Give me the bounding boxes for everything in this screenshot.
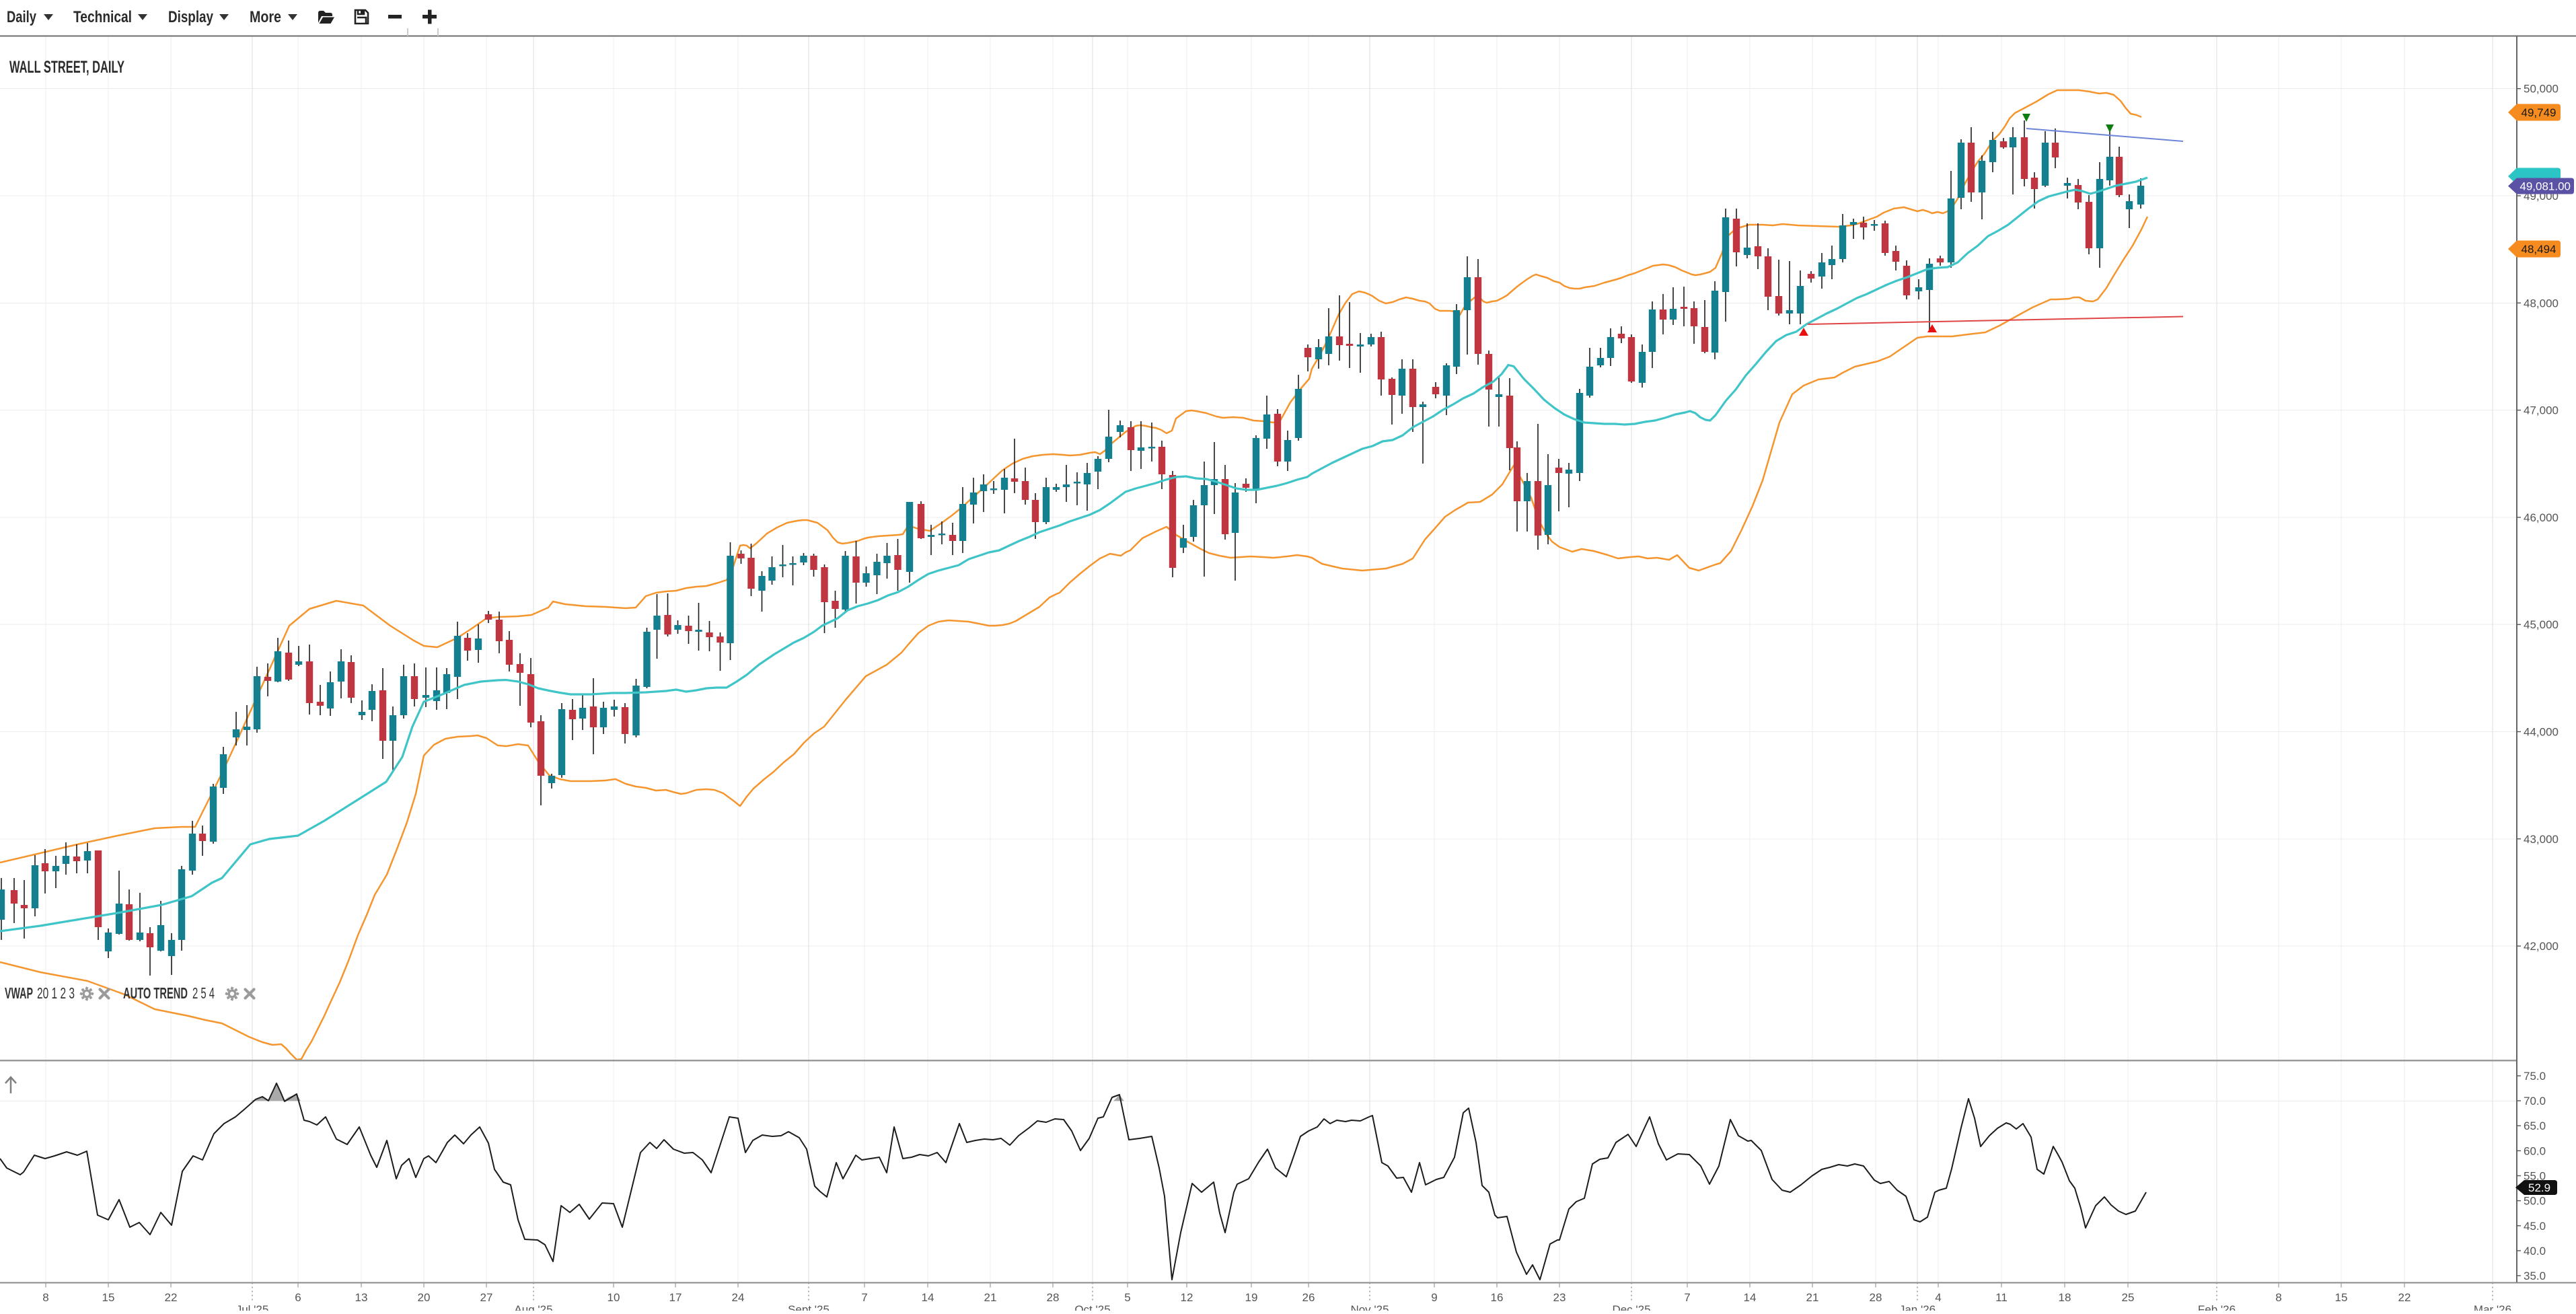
svg-text:35.0: 35.0 bbox=[2524, 1270, 2546, 1282]
svg-text:20: 20 bbox=[418, 1291, 431, 1304]
svg-text:13: 13 bbox=[355, 1291, 368, 1304]
svg-text:6: 6 bbox=[295, 1291, 301, 1304]
svg-text:45.0: 45.0 bbox=[2524, 1220, 2546, 1233]
svg-text:21: 21 bbox=[1806, 1291, 1819, 1304]
svg-text:70.0: 70.0 bbox=[2524, 1095, 2546, 1107]
svg-text:7: 7 bbox=[1684, 1291, 1690, 1304]
svg-text:15: 15 bbox=[2335, 1291, 2348, 1304]
svg-text:8: 8 bbox=[42, 1291, 48, 1304]
svg-text:48,000: 48,000 bbox=[2524, 297, 2559, 309]
svg-text:26: 26 bbox=[1302, 1291, 1315, 1304]
svg-text:19: 19 bbox=[1245, 1291, 1258, 1304]
svg-text:22: 22 bbox=[165, 1291, 178, 1304]
svg-text:17: 17 bbox=[669, 1291, 682, 1304]
svg-text:9: 9 bbox=[1431, 1291, 1437, 1304]
svg-text:46,000: 46,000 bbox=[2524, 511, 2559, 524]
svg-text:25: 25 bbox=[2122, 1291, 2135, 1304]
svg-text:16: 16 bbox=[1491, 1291, 1504, 1304]
svg-text:48,494: 48,494 bbox=[2522, 243, 2556, 256]
svg-text:49,081.00: 49,081.00 bbox=[2519, 180, 2571, 193]
svg-text:AUTO TREND: AUTO TREND bbox=[123, 984, 188, 1002]
svg-text:7: 7 bbox=[861, 1291, 867, 1304]
svg-text:11: 11 bbox=[1995, 1291, 2008, 1304]
svg-text:More: More bbox=[250, 8, 281, 26]
svg-text:10: 10 bbox=[608, 1291, 620, 1304]
svg-text:5: 5 bbox=[1124, 1291, 1130, 1304]
svg-text:28: 28 bbox=[1870, 1291, 1882, 1304]
svg-text:Jan '26: Jan '26 bbox=[1899, 1303, 1936, 1311]
svg-text:15: 15 bbox=[102, 1291, 115, 1304]
svg-text:8: 8 bbox=[2275, 1291, 2281, 1304]
svg-text:Mar '26: Mar '26 bbox=[2474, 1303, 2511, 1311]
svg-text:Aug '25: Aug '25 bbox=[514, 1303, 552, 1311]
svg-text:75.0: 75.0 bbox=[2524, 1070, 2546, 1083]
svg-text:Technical: Technical bbox=[73, 8, 132, 26]
svg-text:52.9: 52.9 bbox=[2528, 1181, 2550, 1194]
svg-text:Nov '25: Nov '25 bbox=[1350, 1303, 1389, 1311]
svg-text:50,000: 50,000 bbox=[2524, 83, 2559, 96]
svg-text:2 5 4: 2 5 4 bbox=[192, 984, 215, 1002]
svg-text:22: 22 bbox=[2398, 1291, 2411, 1304]
svg-text:60.0: 60.0 bbox=[2524, 1144, 2546, 1157]
svg-text:27: 27 bbox=[480, 1291, 493, 1304]
svg-text:Jul '25: Jul '25 bbox=[236, 1303, 269, 1311]
svg-text:20 1 2 3: 20 1 2 3 bbox=[37, 984, 75, 1002]
svg-text:47,000: 47,000 bbox=[2524, 404, 2559, 417]
svg-text:14: 14 bbox=[1744, 1291, 1757, 1304]
svg-text:Display: Display bbox=[168, 8, 214, 26]
svg-text:50.0: 50.0 bbox=[2524, 1195, 2546, 1208]
svg-text:Feb '26: Feb '26 bbox=[2198, 1303, 2236, 1311]
svg-text:VWAP: VWAP bbox=[5, 984, 33, 1002]
svg-text:43,000: 43,000 bbox=[2524, 833, 2559, 846]
svg-text:44,000: 44,000 bbox=[2524, 726, 2559, 739]
svg-text:28: 28 bbox=[1047, 1291, 1060, 1304]
svg-text:23: 23 bbox=[1553, 1291, 1566, 1304]
svg-text:Oct '25: Oct '25 bbox=[1074, 1303, 1110, 1311]
svg-text:Sept '25: Sept '25 bbox=[788, 1303, 830, 1311]
svg-text:55.0: 55.0 bbox=[2524, 1170, 2546, 1183]
svg-text:18: 18 bbox=[2059, 1291, 2071, 1304]
svg-text:42,000: 42,000 bbox=[2524, 940, 2559, 953]
svg-text:65.0: 65.0 bbox=[2524, 1120, 2546, 1132]
svg-text:12: 12 bbox=[1181, 1291, 1193, 1304]
svg-text:21: 21 bbox=[984, 1291, 997, 1304]
svg-text:Daily: Daily bbox=[7, 8, 36, 26]
svg-text:45,000: 45,000 bbox=[2524, 618, 2559, 631]
svg-text:WALL STREET, DAILY: WALL STREET, DAILY bbox=[9, 58, 124, 77]
svg-text:49,749: 49,749 bbox=[2522, 106, 2556, 119]
svg-text:40.0: 40.0 bbox=[2524, 1245, 2546, 1257]
svg-text:Dec '25: Dec '25 bbox=[1612, 1303, 1650, 1311]
svg-text:4: 4 bbox=[1935, 1291, 1941, 1304]
svg-text:14: 14 bbox=[922, 1291, 934, 1304]
svg-text:24: 24 bbox=[732, 1291, 745, 1304]
